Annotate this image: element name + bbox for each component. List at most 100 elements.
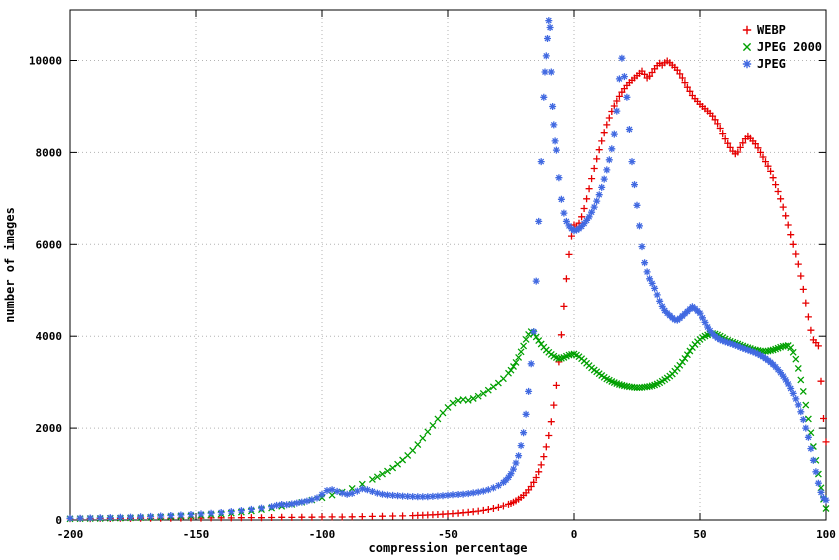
data-point xyxy=(116,513,124,521)
data-point xyxy=(764,162,772,170)
data-point xyxy=(549,103,557,110)
data-point xyxy=(603,166,611,174)
data-point xyxy=(643,268,651,276)
data-point xyxy=(731,341,739,349)
data-point xyxy=(734,342,742,350)
data-point xyxy=(389,464,397,472)
data-point xyxy=(792,395,800,403)
data-point xyxy=(741,345,749,353)
data-point xyxy=(676,70,684,78)
data-point xyxy=(777,369,785,377)
data-point xyxy=(394,492,402,500)
data-point xyxy=(704,323,712,331)
data-point xyxy=(258,514,265,522)
data-point xyxy=(646,275,654,283)
data-point xyxy=(779,203,787,211)
data-point xyxy=(754,144,762,152)
data-point xyxy=(799,416,807,424)
data-point xyxy=(628,158,636,166)
x-tick-label: -100 xyxy=(309,528,336,541)
data-point xyxy=(207,509,215,517)
data-point xyxy=(802,424,810,432)
data-point xyxy=(379,490,386,498)
data-point xyxy=(789,348,797,356)
data-point xyxy=(384,491,391,499)
y-tick-label: 0 xyxy=(55,514,62,527)
data-point xyxy=(525,387,533,395)
legend-label-jpeg: JPEG xyxy=(757,57,786,71)
data-point xyxy=(739,139,747,147)
data-point xyxy=(540,93,548,101)
data-point xyxy=(439,409,447,417)
data-point xyxy=(373,473,381,481)
data-point xyxy=(384,467,391,475)
data-point xyxy=(454,491,462,498)
data-point xyxy=(683,83,691,91)
data-point xyxy=(633,201,641,209)
data-point xyxy=(247,505,255,513)
data-point xyxy=(613,107,621,115)
data-point xyxy=(631,181,638,189)
data-point xyxy=(147,512,155,520)
data-point xyxy=(187,511,195,518)
data-point xyxy=(537,158,545,166)
data-point xyxy=(494,482,502,490)
data-point xyxy=(449,491,457,499)
data-point xyxy=(726,339,734,347)
data-point xyxy=(807,445,815,453)
data-point xyxy=(318,491,326,498)
data-point xyxy=(512,459,520,467)
data-point xyxy=(449,399,457,407)
data-point xyxy=(706,327,714,335)
data-point xyxy=(777,195,785,203)
data-point xyxy=(779,372,787,380)
data-point xyxy=(784,380,792,388)
data-point xyxy=(237,507,245,515)
data-point xyxy=(802,401,810,409)
data-point xyxy=(227,514,235,522)
data-point xyxy=(701,318,709,326)
data-point xyxy=(782,376,790,384)
data-point xyxy=(541,68,549,76)
data-point xyxy=(568,232,575,240)
data-point xyxy=(648,69,656,76)
data-point xyxy=(399,492,407,500)
data-point xyxy=(127,513,134,521)
legend-marker-jpeg-2000 xyxy=(742,42,752,52)
data-point xyxy=(734,148,742,156)
data-point xyxy=(424,493,432,501)
data-point xyxy=(338,489,346,497)
data-point xyxy=(583,216,591,224)
data-point xyxy=(530,478,538,486)
data-point xyxy=(459,490,467,498)
data-point xyxy=(610,130,618,138)
data-point xyxy=(318,513,326,521)
data-point xyxy=(399,512,407,520)
data-point xyxy=(535,217,543,225)
data-point xyxy=(809,456,817,464)
data-point xyxy=(598,137,606,145)
data-point xyxy=(268,503,276,511)
data-point xyxy=(799,285,807,293)
data-point xyxy=(439,492,447,500)
data-point xyxy=(303,497,311,505)
data-point xyxy=(389,512,397,520)
data-point xyxy=(484,386,492,394)
data-point xyxy=(560,209,568,217)
data-point xyxy=(618,54,626,62)
data-point xyxy=(409,446,417,454)
data-point xyxy=(227,508,235,516)
data-point xyxy=(716,125,724,132)
data-point xyxy=(328,491,336,499)
data-point xyxy=(293,499,301,507)
data-point xyxy=(545,432,553,439)
data-point xyxy=(258,504,265,512)
data-point xyxy=(736,343,744,351)
data-point xyxy=(464,490,472,498)
data-point xyxy=(822,438,830,446)
data-point xyxy=(298,513,306,521)
data-point xyxy=(585,185,593,193)
data-point xyxy=(515,353,523,361)
data-point xyxy=(550,121,558,129)
